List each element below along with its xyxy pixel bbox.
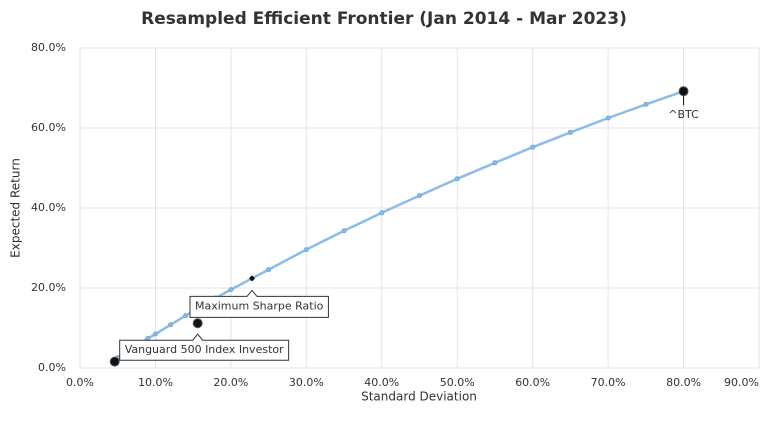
frontier-point — [168, 322, 174, 328]
y-tick-label: 0.0% — [38, 361, 66, 374]
x-tick-label: 10.0% — [138, 376, 173, 389]
y-axis-label: Expected Return — [9, 158, 23, 258]
x-tick-label: 60.0% — [515, 376, 550, 389]
x-tick-label: 40.0% — [364, 376, 399, 389]
frontier-point — [492, 160, 498, 166]
frontier-point — [266, 267, 272, 273]
frontier-point — [152, 331, 158, 337]
sharpe-label: Maximum Sharpe Ratio — [195, 299, 324, 312]
x-axis-label: Standard Deviation — [361, 390, 477, 404]
label-box — [119, 333, 290, 361]
frontier-point — [454, 176, 460, 182]
frontier-point — [379, 210, 385, 216]
asset-point — [109, 356, 120, 367]
label-box — [189, 289, 329, 318]
x-tick-label: 30.0% — [289, 376, 324, 389]
sharpe-point — [249, 275, 256, 282]
frontier-point — [530, 144, 536, 150]
point-label: ^BTC — [668, 108, 699, 121]
frontier-point — [341, 228, 347, 234]
x-tick-label: 0.0% — [66, 376, 94, 389]
frontier-point — [303, 247, 309, 253]
frontier-point — [567, 129, 573, 135]
point-label: Vanguard 500 Index Investor — [125, 343, 284, 356]
x-tick-label: 70.0% — [591, 376, 626, 389]
chart-title: Resampled Efficient Frontier (Jan 2014 -… — [141, 9, 627, 29]
frontier-point — [417, 193, 422, 199]
y-tick-label: 60.0% — [31, 121, 66, 134]
frontier-point — [183, 313, 189, 319]
y-tick-label: 20.0% — [31, 281, 66, 294]
x-tick-label: 50.0% — [440, 376, 475, 389]
asset-point — [192, 318, 203, 329]
asset-point — [678, 86, 689, 97]
x-tick-label: 80.0% — [666, 376, 701, 389]
frontier-point — [643, 101, 649, 107]
y-tick-label: 80.0% — [31, 41, 66, 54]
frontier-point — [228, 287, 234, 293]
x-tick-label: 90.0% — [724, 376, 759, 389]
frontier-point — [605, 115, 611, 121]
x-tick-label: 20.0% — [213, 376, 248, 389]
y-tick-label: 40.0% — [31, 201, 66, 214]
